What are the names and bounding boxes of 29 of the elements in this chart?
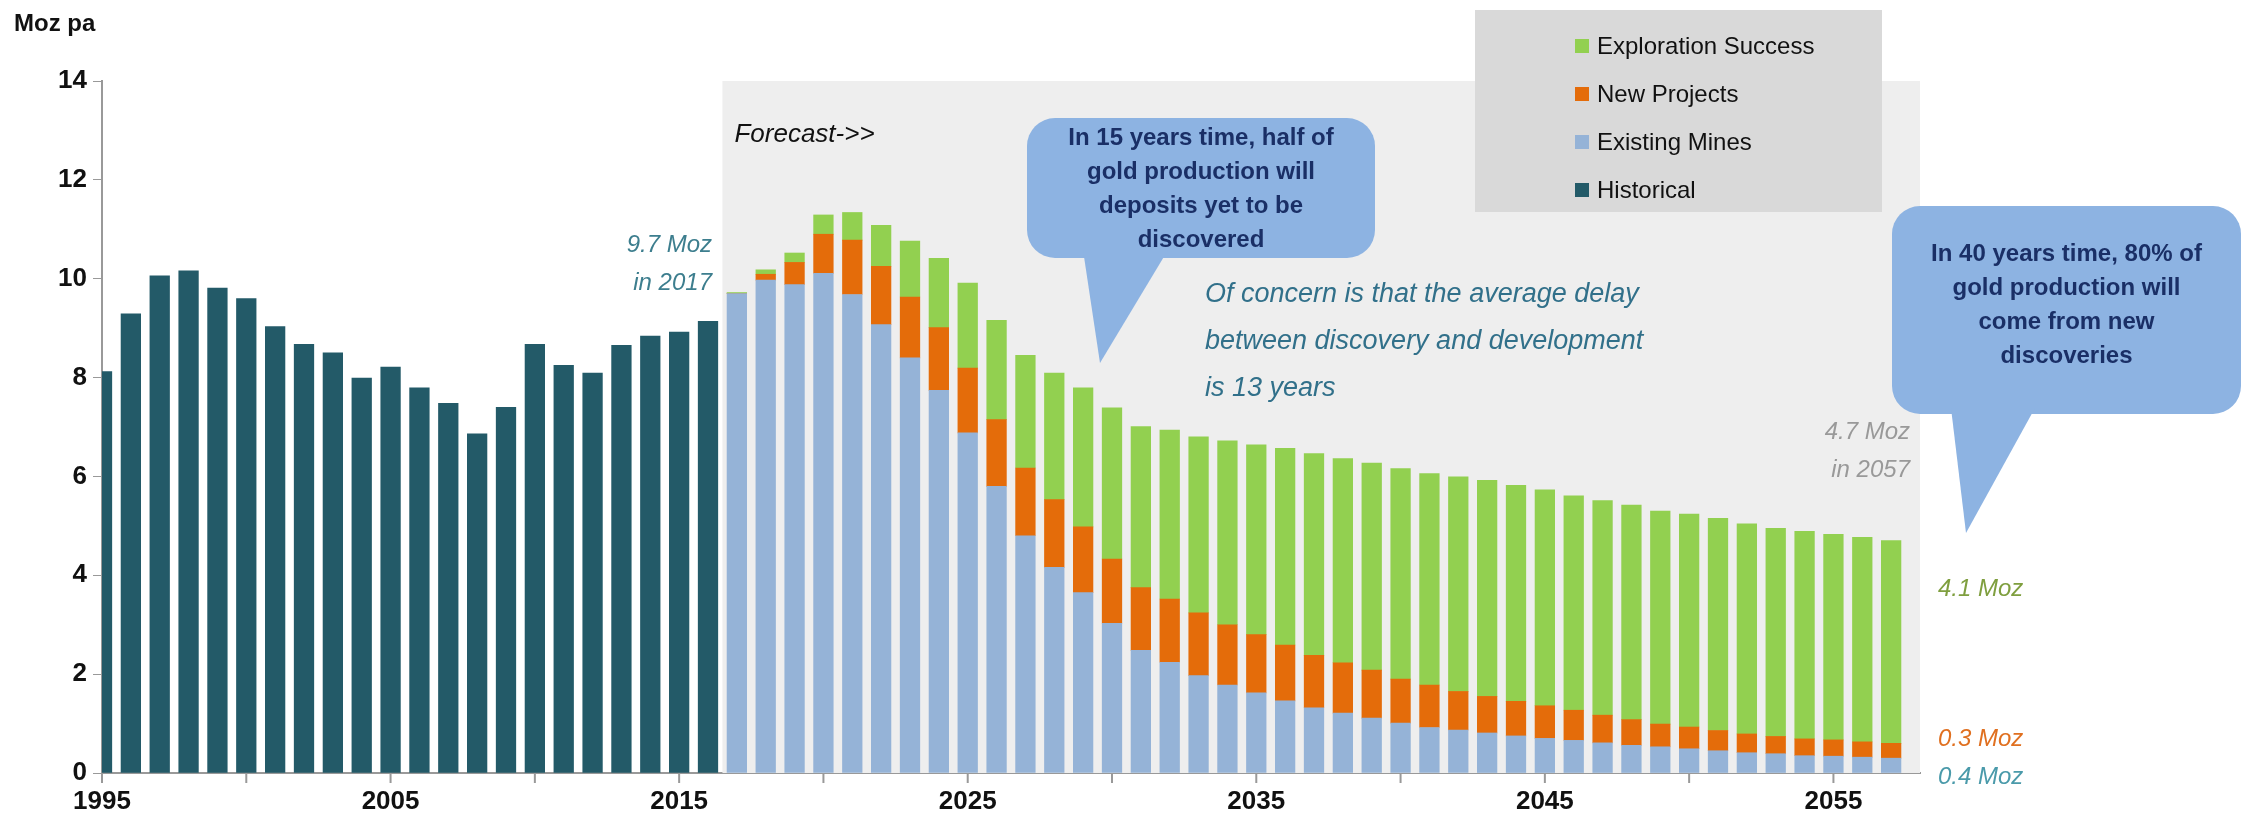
x-tick-label: 2025 [938,784,997,815]
x-tick-label: 2005 [361,784,420,815]
annotation: 9.7 Moz in 2017 [626,229,714,295]
legend-label: New Projects [1597,80,1739,108]
y-tick-label: 12 [58,163,87,194]
legend-label: Exploration Success [1597,32,1815,60]
y-tick-label: 0 [72,756,87,787]
y-axis-title: Moz pa [14,8,96,36]
legend-label: Existing Mines [1597,128,1752,156]
y-tick-label: 10 [58,261,87,292]
y-tick-label: 6 [72,459,87,490]
annotation: Of concern is that the average delay between discovery and development is 13 years [1205,277,1645,404]
x-tick-label: 2015 [650,784,709,815]
text: In 40 years time, 80% of gold production will come from new discoveries [1930,238,2203,370]
annotation: 4.7 Moz in 2057 [1824,416,1912,482]
annotation: In 15 years time, half of gold production will deposits yet to be discovered [1027,118,1375,256]
text: 0.4 Moz [1938,761,2024,789]
x-tick-label: 1995 [73,784,131,815]
text: 4.1 Moz [1938,573,2024,601]
y-tick-label: 4 [72,558,88,589]
x-tick-label: 2035 [1227,784,1286,815]
band-label: Forecast->> [734,118,875,149]
y-tick-label: 8 [72,360,87,391]
y-tick-label: 2 [72,657,87,688]
x-tick-label: 2045 [1515,784,1574,815]
text: 0.3 Moz [1938,723,2024,751]
legend-label: Historical [1597,176,1696,204]
x-tick-label: 2055 [1804,784,1863,815]
y-tick-label: 14 [58,64,88,95]
